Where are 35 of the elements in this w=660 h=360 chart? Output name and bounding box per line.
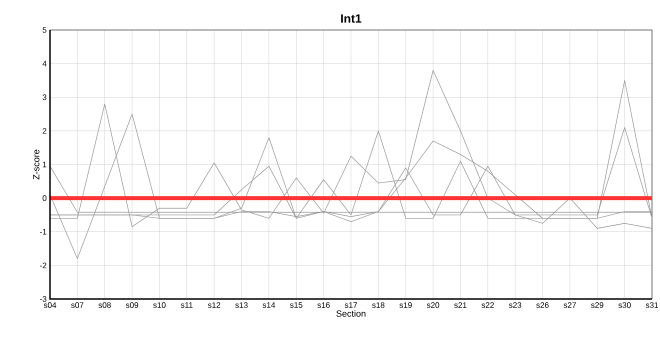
y-tick-label: 5 bbox=[42, 27, 46, 33]
x-tick-label: s29 bbox=[591, 302, 604, 308]
x-tick-label: s17 bbox=[344, 302, 358, 308]
x-tick-label: s23 bbox=[508, 302, 522, 308]
y-tick-label: 1 bbox=[42, 162, 46, 168]
x-tick-label: s14 bbox=[262, 302, 276, 308]
y-tick-label: -3 bbox=[40, 296, 46, 302]
y-tick-label: 0 bbox=[42, 195, 46, 201]
x-tick-label: s31 bbox=[646, 302, 658, 308]
x-tick-label: s10 bbox=[153, 302, 166, 308]
y-tick-label: 2 bbox=[42, 128, 46, 134]
y-axis-title: Z-score bbox=[33, 150, 40, 180]
x-tick-label: s11 bbox=[180, 302, 193, 308]
x-tick-label: s07 bbox=[71, 302, 84, 308]
x-tick-label: s09 bbox=[126, 302, 138, 308]
x-tick-label: s08 bbox=[98, 302, 111, 308]
x-tick-label: s30 bbox=[618, 302, 631, 308]
x-tick-label: s16 bbox=[317, 302, 330, 308]
x-tick-label: s19 bbox=[400, 302, 412, 308]
x-tick-label: s27 bbox=[564, 302, 576, 308]
y-tick-label: -1 bbox=[40, 229, 46, 235]
x-tick-label: s21 bbox=[454, 302, 467, 308]
x-tick-label: s04 bbox=[44, 302, 56, 308]
x-tick-label: s13 bbox=[235, 302, 248, 308]
chart-title: Int1 bbox=[341, 14, 362, 23]
y-tick-label: 3 bbox=[42, 94, 46, 100]
x-tick-label: s15 bbox=[290, 302, 302, 308]
x-tick-label: s12 bbox=[208, 302, 220, 308]
x-tick-label: s20 bbox=[426, 302, 440, 308]
y-tick-label: 4 bbox=[42, 60, 47, 66]
x-tick-label: s18 bbox=[372, 302, 384, 308]
x-axis-title: Section bbox=[336, 310, 366, 317]
x-tick-label: s26 bbox=[536, 302, 549, 308]
y-tick-label: -2 bbox=[40, 262, 46, 268]
x-tick-label: s22 bbox=[482, 302, 494, 308]
